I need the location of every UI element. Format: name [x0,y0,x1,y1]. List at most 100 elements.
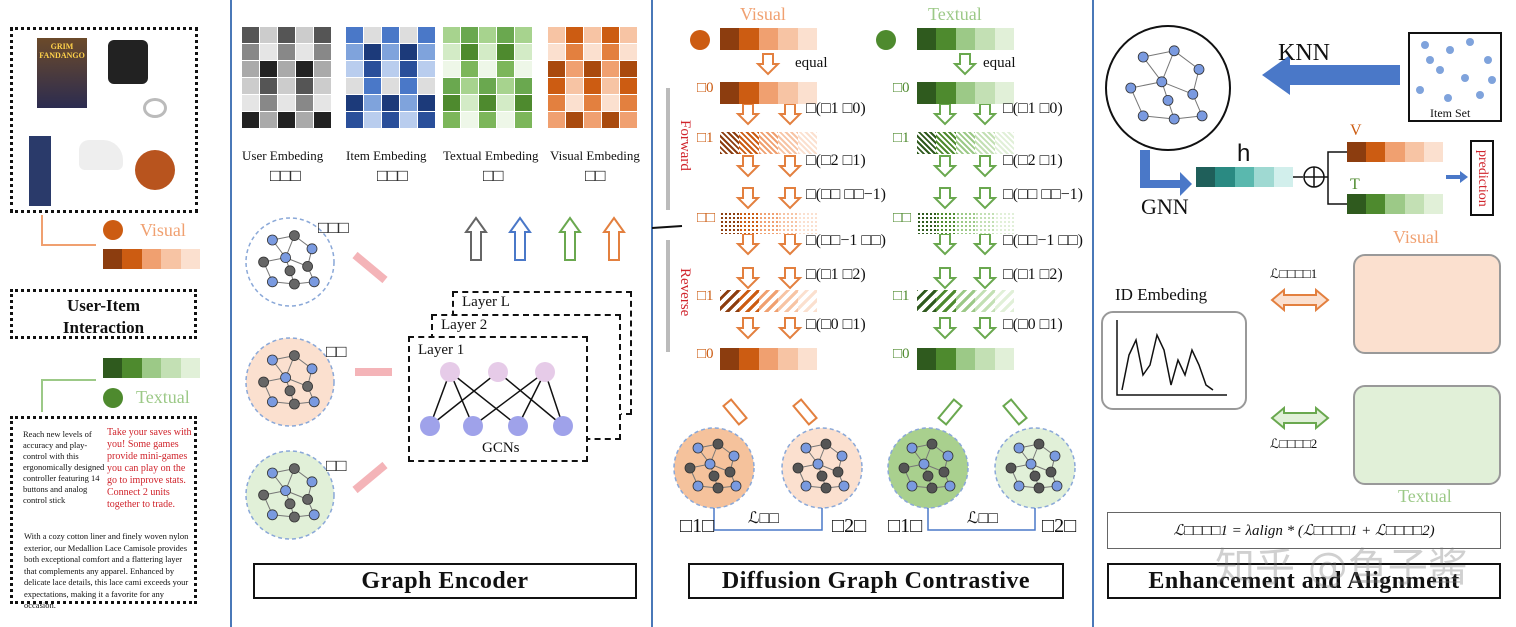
step-label: □1 [893,130,910,146]
diffusion-step-bar [720,290,818,312]
diffusion-step-bar [917,82,1015,104]
enhancement-title: Enhancement and Alignment [1107,563,1501,599]
graph-node [258,256,270,268]
h-label: h [1237,140,1251,167]
embedding-cell [479,95,496,111]
graph-node [1033,438,1045,450]
graph-node [288,398,300,410]
bar-cell [1196,167,1216,187]
graph-node [1193,64,1205,75]
bar-cell [1404,194,1424,214]
transition-label: □(□2 □1) [806,152,866,169]
bar-cell [122,358,142,378]
graph-node [812,458,824,470]
graph-node [1162,95,1174,106]
bar-cell [1366,194,1386,214]
embedding-cell [242,78,259,94]
v-label: V [1350,122,1362,139]
embedding-cell [566,95,583,111]
graph-node [708,470,720,482]
transition-label: □(□2 □1) [1003,152,1063,169]
graph-node [288,350,300,362]
down-arrow-icon [932,317,958,340]
textual-feature-bar [103,358,201,378]
item-dot [1444,94,1452,102]
embedding-cell [364,61,381,77]
embedding-cell [296,112,313,128]
graph-node [1168,113,1180,125]
loss1-label: ℒ□□□□1 [1270,266,1318,281]
diffusion-title: Diffusion Graph Contrastive [688,563,1064,599]
embedding-cell [584,27,601,43]
diffusion-visual-label: Visual [740,4,786,24]
embedding-cell [418,61,435,77]
embedding-cell [566,61,583,77]
gnn-label: GNN [1141,194,1189,219]
bar-cell [161,249,181,269]
layer-label: Layer 2 [441,317,488,333]
down-arrow-icon [972,233,998,256]
embedding-cell [584,78,601,94]
chart-axes [1116,320,1227,396]
graph-node [800,442,812,454]
visual-label: Visual [1393,227,1439,247]
graph-node [280,372,292,384]
embedding-cell [260,78,277,94]
embedding-cell [443,78,460,94]
embedding-cell [602,61,619,77]
embedding-cell [548,112,565,128]
graph-node [306,363,318,375]
bar-cell [1404,142,1424,162]
graph-node [306,243,318,255]
embedding-cell [242,61,259,77]
embedding-cell [620,61,637,77]
embedding-cell [364,78,381,94]
graph-node [288,278,300,290]
loss2-label: ℒ□□□□2 [1270,436,1318,451]
bar-cell [1385,194,1405,214]
embedding-cell [584,44,601,60]
embedding-cell [418,27,435,43]
down-arrow-icon [972,187,998,210]
embedding-cell [497,112,514,128]
embedding-cell [461,95,478,111]
embedding-cell [620,78,637,94]
jeans-image [29,136,51,206]
down-arrow-icon [777,317,803,340]
embedding-cell [400,27,417,43]
up-arrow-icon [508,216,532,261]
layer-label: Layer L [462,294,510,310]
textual-label: Textual [136,387,190,407]
view-label: □2□ [1042,515,1077,537]
embedding-cell [566,27,583,43]
embedding-cell [548,61,565,77]
graph-node [306,476,318,488]
graph-node [926,438,938,450]
product-text-box: Reach new levels of accuracy and play-co… [10,416,197,610]
textual-embedding-bar [1347,194,1444,214]
embedding-cell [515,78,532,94]
embedding-cell [346,78,363,94]
knn-arrow-icon [1262,55,1400,95]
embedding-cell [364,27,381,43]
transition-label: □(□□ □□−1) [806,186,886,203]
bar-cell [1423,194,1444,214]
embedding-cell [548,95,565,111]
graph-node [922,470,934,482]
down-arrow-icon [777,155,803,178]
bar-cell [141,249,162,269]
diffusion-step-bar [720,132,818,154]
item-dot [1426,56,1434,64]
graph-node [1013,480,1025,492]
step-label: □0 [893,80,910,96]
graph-node [284,265,296,277]
bar-cell [180,358,201,378]
item-dot [1461,74,1469,82]
graph-node [280,252,292,264]
graph-node [684,462,696,474]
graph-node [942,450,954,462]
visual-node-icon [103,220,123,240]
graph-node [918,458,930,470]
item-dot [1416,86,1424,94]
down-arrow-icon [735,155,761,178]
